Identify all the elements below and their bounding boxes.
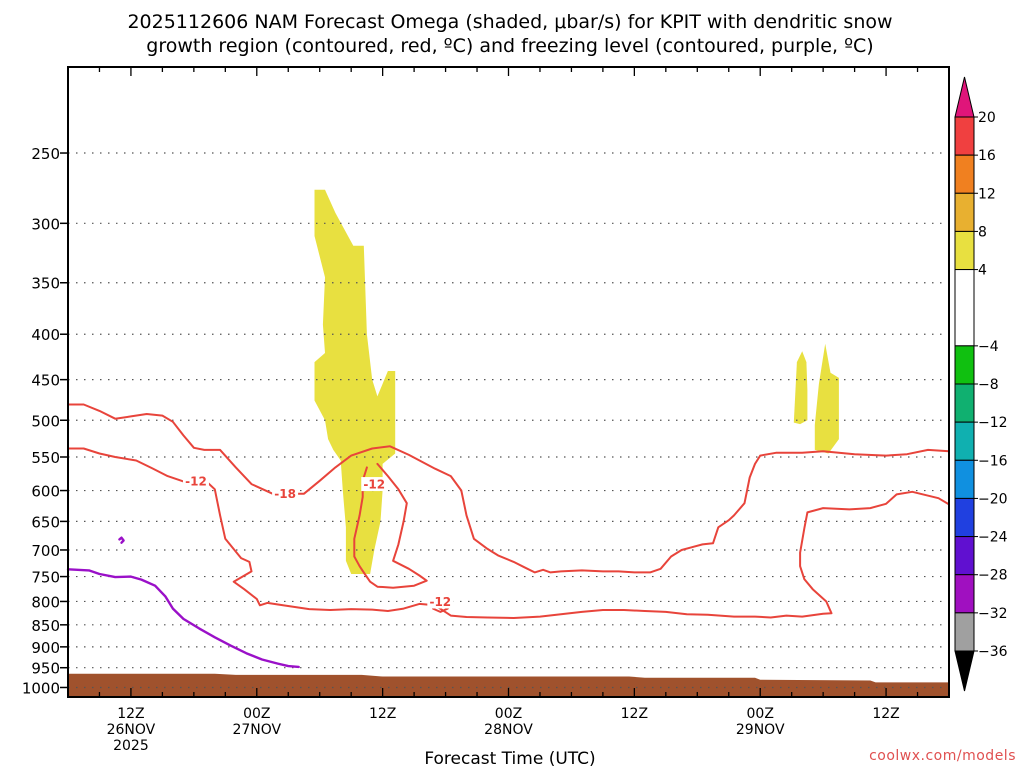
colorbar-band-13 bbox=[954, 612, 975, 652]
x-tick-label-12-0: 12Z bbox=[117, 706, 144, 722]
plot-frame bbox=[67, 66, 950, 698]
colorbar: 20 16 12 8 4 −4 −8 −12 −16 −20 −24 −28 −32 −36 bbox=[954, 76, 1008, 692]
colorbar-label--32: −32 bbox=[978, 606, 1008, 622]
freezing-level-contour-2 bbox=[118, 536, 125, 544]
colorbar-band-11 bbox=[954, 536, 975, 576]
site-credit: coolwx.com/models bbox=[869, 748, 1016, 764]
contour-layer: -18 -12 -12 -12 bbox=[66, 403, 950, 669]
x-tick-label-48-1: 28NOV bbox=[484, 722, 533, 738]
x-tick-label-84-0: 12Z bbox=[872, 706, 899, 722]
x-tick-label-24-1: 27NOV bbox=[232, 722, 281, 738]
colorbar-band-8 bbox=[954, 421, 975, 461]
x-tick-label-24-0: 00Z bbox=[243, 706, 270, 722]
colorbar-label--16: −16 bbox=[978, 453, 1008, 469]
colorbar-label-20: 20 bbox=[978, 110, 996, 126]
colorbar-top-arrow bbox=[954, 76, 975, 118]
terrain-fill bbox=[68, 673, 949, 697]
omega-shaded-region-3 bbox=[814, 343, 839, 454]
axis-layer: 250 300 350 400 450 500 550 600 650 700 750 800 850 9… bbox=[22, 66, 950, 754]
chart-title-line-2: growth region (contoured, red, ºC) and f… bbox=[146, 35, 873, 57]
dgz-contour-label-bg-2 bbox=[182, 473, 209, 488]
y-tick-label-350: 350 bbox=[31, 275, 60, 293]
colorbar-label--8: −8 bbox=[978, 377, 999, 393]
x-tick-label-48-0: 00Z bbox=[495, 706, 522, 722]
dgz-contour-label-2: -12 bbox=[185, 474, 207, 488]
colorbar-label--12: −12 bbox=[978, 415, 1008, 431]
colorbar-label--4: −4 bbox=[978, 339, 999, 355]
colorbar-label--36: −36 bbox=[978, 644, 1008, 660]
colorbar-label-4: 4 bbox=[978, 263, 987, 279]
y-tick-label-700: 700 bbox=[31, 542, 60, 560]
colorbar-label-12: 12 bbox=[978, 186, 996, 202]
colorbar-band-7 bbox=[954, 383, 975, 423]
y-tick-label-850: 850 bbox=[31, 617, 60, 635]
x-tick-label-12-1: 26NOV bbox=[107, 722, 156, 738]
colorbar-band-4 bbox=[954, 230, 975, 271]
y-tick-label-300: 300 bbox=[31, 215, 60, 233]
dgz-contour-label-bg-3 bbox=[361, 477, 388, 492]
colorbar-label-16: 16 bbox=[978, 148, 996, 164]
colorbar-label--24: −24 bbox=[978, 530, 1008, 546]
x-tick-label-36-0: 12Z bbox=[369, 706, 396, 722]
y-tick-label-1000: 1000 bbox=[22, 679, 60, 697]
colorbar-band-6 bbox=[954, 345, 975, 385]
y-tick-label-900: 900 bbox=[31, 639, 60, 657]
x-tick-label-72-0: 00Z bbox=[747, 706, 774, 722]
dgz-contour-label-4: -12 bbox=[429, 595, 451, 609]
colorbar-band-9 bbox=[954, 459, 975, 499]
colorbar-band-5 bbox=[954, 269, 975, 347]
dgz-contour-label-bg-4 bbox=[427, 594, 454, 609]
omega-shaded-region-1 bbox=[314, 189, 396, 575]
dgz-contour-1 bbox=[67, 403, 950, 574]
x-tick-label-72-1: 29NOV bbox=[736, 722, 785, 738]
colorbar-label--20: −20 bbox=[978, 491, 1008, 507]
colorbar-band-12 bbox=[954, 574, 975, 614]
dgz-contour-3 bbox=[353, 462, 428, 589]
colorbar-band-3 bbox=[954, 192, 975, 232]
y-tick-label-750: 750 bbox=[31, 569, 60, 587]
y-tick-label-550: 550 bbox=[31, 449, 60, 467]
x-tick-label-60-0: 12Z bbox=[621, 706, 648, 722]
x-tick-label-12-2: 2025 bbox=[113, 738, 149, 754]
y-tick-label-950: 950 bbox=[31, 660, 60, 678]
chart-title-line-1: 2025112606 NAM Forecast Omega (shaded, μ… bbox=[127, 11, 892, 33]
omega-shaded-region-2 bbox=[793, 351, 808, 425]
x-axis-label: Forecast Time (UTC) bbox=[424, 749, 595, 768]
dgz-contour-label-bg-1 bbox=[272, 486, 299, 501]
colorbar-label--28: −28 bbox=[978, 568, 1008, 584]
freezing-level-contour-1 bbox=[66, 568, 300, 669]
colorbar-band-2 bbox=[954, 154, 975, 194]
gridlines bbox=[68, 152, 949, 689]
dgz-contour-2 bbox=[67, 447, 950, 619]
dgz-contour-label-3: -12 bbox=[363, 478, 385, 492]
colorbar-band-1 bbox=[954, 116, 975, 156]
dgz-contour-label-1: -18 bbox=[274, 487, 296, 501]
colorbar-label-8: 8 bbox=[978, 224, 987, 240]
y-tick-label-650: 650 bbox=[31, 513, 60, 531]
y-tick-label-500: 500 bbox=[31, 412, 60, 430]
plot-layer bbox=[68, 189, 949, 697]
y-tick-label-250: 250 bbox=[31, 145, 60, 163]
y-tick-label-600: 600 bbox=[31, 483, 60, 501]
y-tick-label-400: 400 bbox=[31, 326, 60, 344]
colorbar-bottom-arrow bbox=[954, 650, 975, 692]
y-tick-label-800: 800 bbox=[31, 593, 60, 611]
colorbar-band-10 bbox=[954, 497, 975, 538]
y-tick-label-450: 450 bbox=[31, 372, 60, 390]
